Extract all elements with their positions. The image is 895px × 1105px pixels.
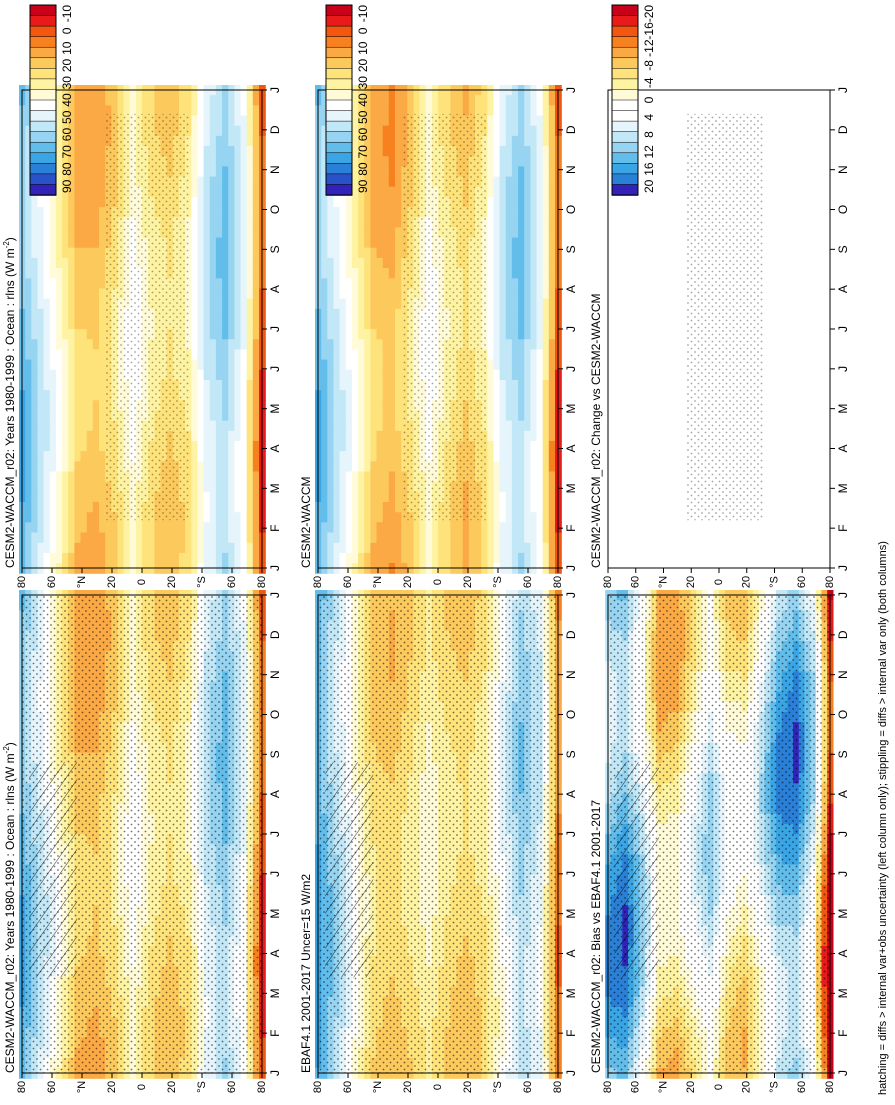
month-tick-label: N (564, 670, 578, 679)
month-tick-label: J (564, 1070, 578, 1076)
month-tick-label: J (564, 831, 578, 837)
lat-tick-label: °N (76, 1081, 88, 1093)
lat-tick-label: 60 (522, 1081, 534, 1093)
month-tick-label: J (564, 592, 578, 598)
month-tick-label: M (268, 988, 282, 998)
month-tick-label: N (268, 670, 282, 679)
month-tick-label: J (268, 592, 282, 598)
panel-title: EBAF4.1 2001-2017 Uncer=15 W/m2 (299, 874, 313, 1073)
month-tick-label: A (268, 949, 282, 957)
month-tick-label: F (268, 1029, 282, 1036)
month-tick-label: D (564, 630, 578, 639)
hatching-overlay (325, 762, 373, 977)
lat-tick-label: °N (372, 1081, 384, 1093)
month-tick-label: J (268, 831, 282, 837)
lat-tick-label: °S (196, 1081, 208, 1093)
lat-tick-label: 0 (136, 1084, 148, 1090)
lat-tick-label: 80 (312, 1081, 324, 1093)
panel-title: CESM2-WACCM_r02: Years 1980-1999 : Ocean… (2, 742, 17, 1073)
lat-tick-label: 20 (106, 1081, 118, 1093)
lat-tick-label: 20 (166, 1081, 178, 1093)
lat-tick-label: °S (492, 1081, 504, 1093)
lat-tick-label: 80 (16, 1081, 28, 1093)
month-tick-label: F (564, 1029, 578, 1036)
lat-tick-label: 20 (402, 1081, 414, 1093)
month-tick-label: M (268, 909, 282, 919)
month-tick-label: J (268, 871, 282, 877)
month-tick-label: M (564, 988, 578, 998)
lat-tick-label: 80 (256, 1081, 268, 1093)
month-tick-label: A (268, 790, 282, 798)
lat-tick-label: 80 (552, 1081, 564, 1093)
lat-tick-label: 20 (462, 1081, 474, 1093)
month-tick-label: S (268, 750, 282, 758)
month-tick-label: A (564, 790, 578, 798)
month-tick-label: D (268, 630, 282, 639)
hatching-overlay (29, 762, 77, 977)
month-tick-label: O (564, 710, 578, 719)
lat-tick-label: 60 (226, 1081, 238, 1093)
month-tick-label: M (564, 909, 578, 919)
month-tick-label: S (564, 750, 578, 758)
month-tick-label: J (268, 1070, 282, 1076)
lat-tick-label: 0 (432, 1084, 444, 1090)
lat-tick-label: 60 (342, 1081, 354, 1093)
lat-tick-label: 60 (46, 1081, 58, 1093)
month-tick-label: O (268, 710, 282, 719)
month-tick-label: A (564, 949, 578, 957)
month-tick-label: J (564, 871, 578, 877)
